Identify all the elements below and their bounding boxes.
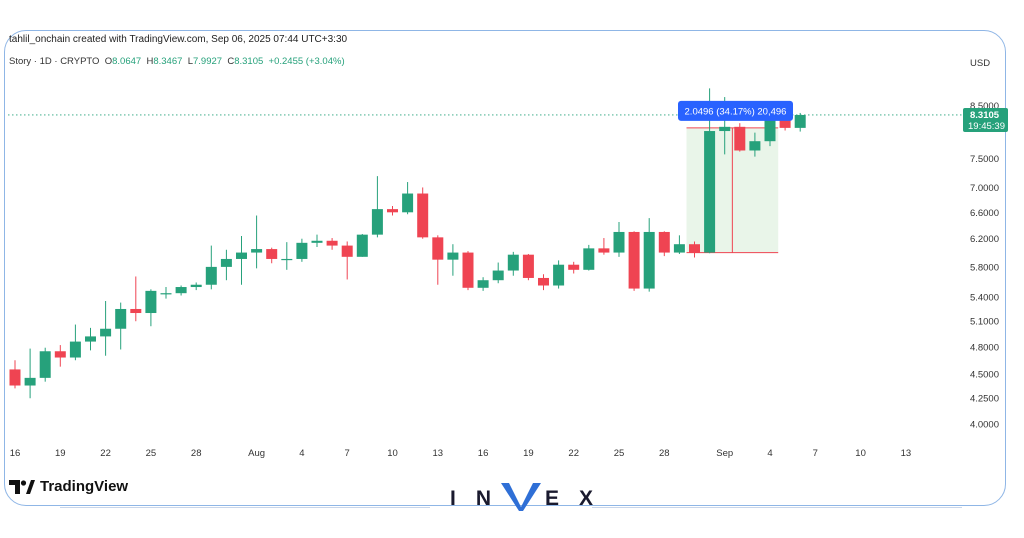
close-value: 8.3105	[234, 56, 264, 67]
invex-letter-v: V	[501, 483, 542, 511]
chart-credit: tahlil_onchain created with TradingView.…	[9, 34, 348, 45]
high-value: 8.3467	[153, 56, 183, 67]
tradingview-logo-icon	[9, 479, 35, 494]
invex-letter-i: I	[450, 487, 458, 510]
high-label: H	[146, 56, 154, 67]
tradingview-wordmark: TradingView	[40, 478, 129, 495]
invex-letter-e: E	[545, 487, 562, 510]
tradingview-logo: TradingView	[9, 478, 128, 495]
footer-divider-right	[592, 507, 962, 508]
invex-logo: I N V E X	[450, 483, 596, 511]
open-label: O	[104, 56, 113, 67]
invex-letter-x: X	[579, 487, 596, 510]
symbol-label[interactable]: Story · 1D · CRYPTO	[9, 56, 100, 67]
invex-letter-n: N	[475, 487, 494, 510]
invex-v-icon	[501, 483, 542, 511]
change-value: +0.2455 (+3.04%)	[268, 56, 345, 67]
open-value: 8.0647	[112, 56, 142, 67]
footer-divider-left	[60, 507, 430, 508]
currency-label[interactable]: USD	[970, 58, 991, 69]
chart-frame	[4, 30, 1006, 506]
low-label: L	[187, 56, 193, 67]
close-label: C	[227, 56, 235, 67]
ohlc-legend: Story · 1D · CRYPTO O8.0647 H8.3467 L7.9…	[9, 56, 345, 67]
low-value: 7.9927	[192, 56, 223, 67]
